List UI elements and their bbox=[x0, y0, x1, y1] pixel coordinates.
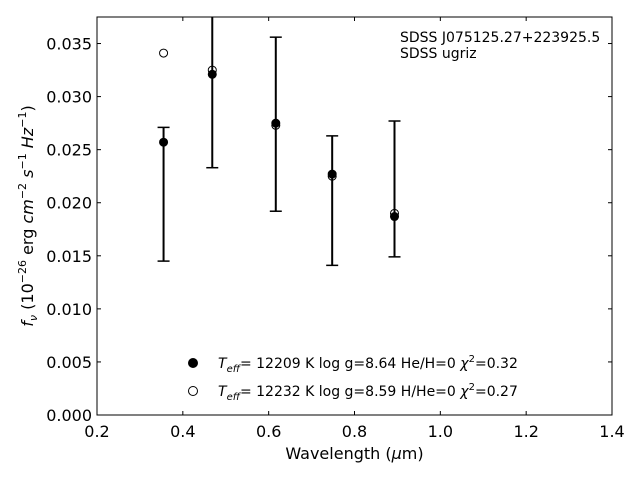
x-axis-label: Wavelength (μm) bbox=[285, 444, 423, 463]
data-points bbox=[159, 48, 399, 222]
x-tick-label: 0.4 bbox=[170, 422, 195, 441]
legend-marker-open bbox=[188, 386, 198, 396]
photometry-annotation: SDSS ugriz bbox=[400, 46, 477, 62]
model-point-filled bbox=[389, 212, 399, 222]
x-tick-label: 1.4 bbox=[599, 422, 624, 441]
model-point-open bbox=[327, 171, 337, 181]
model-point-open bbox=[389, 208, 399, 218]
y-tick-label: 0.015 bbox=[46, 247, 92, 266]
x-tick-label: 0.2 bbox=[84, 422, 109, 441]
y-axis-label: fν (10−26 erg cm−2 s−1 Hz−1) bbox=[16, 105, 40, 326]
model-point-open bbox=[207, 65, 217, 75]
legend-entry-da: Teff= 12209 K log g=8.64 He/H=0 χ2=0.32 bbox=[218, 354, 518, 375]
y-tick-label: 0.005 bbox=[46, 353, 92, 372]
y-tick-label: 0.020 bbox=[46, 194, 92, 213]
x-tick-label: 1.2 bbox=[513, 422, 538, 441]
x-tick-label: 1.0 bbox=[428, 422, 453, 441]
model-point-filled bbox=[271, 118, 281, 128]
model-point-filled bbox=[159, 137, 169, 147]
y-tick-label: 0.035 bbox=[46, 35, 92, 54]
x-tick-label: 0.6 bbox=[256, 422, 281, 441]
model-point-open bbox=[271, 120, 281, 130]
legend-entry-db: Teff= 12232 K log g=8.59 H/He=0 χ2=0.27 bbox=[218, 382, 518, 403]
y-tick-label: 0.010 bbox=[46, 300, 92, 319]
axis-ticks: 0.2 0.4 0.6 0.8 1.0 1.2 1.4 0.000 0.005 0.010 0.01… bbox=[46, 17, 625, 441]
legend: Teff= 12209 K log g=8.64 He/H=0 χ2=0.32 … bbox=[188, 354, 518, 403]
y-tick-label: 0.025 bbox=[46, 141, 92, 160]
error-bars bbox=[157, 17, 401, 267]
object-name-annotation: SDSS J075125.27+223925.5 bbox=[400, 30, 600, 46]
model-point-open bbox=[159, 48, 169, 58]
y-tick-label: 0.030 bbox=[46, 88, 92, 107]
legend-marker-filled bbox=[188, 358, 198, 368]
model-point-filled bbox=[327, 169, 337, 179]
x-tick-label: 0.8 bbox=[342, 422, 367, 441]
y-tick-label: 0.000 bbox=[46, 406, 92, 425]
